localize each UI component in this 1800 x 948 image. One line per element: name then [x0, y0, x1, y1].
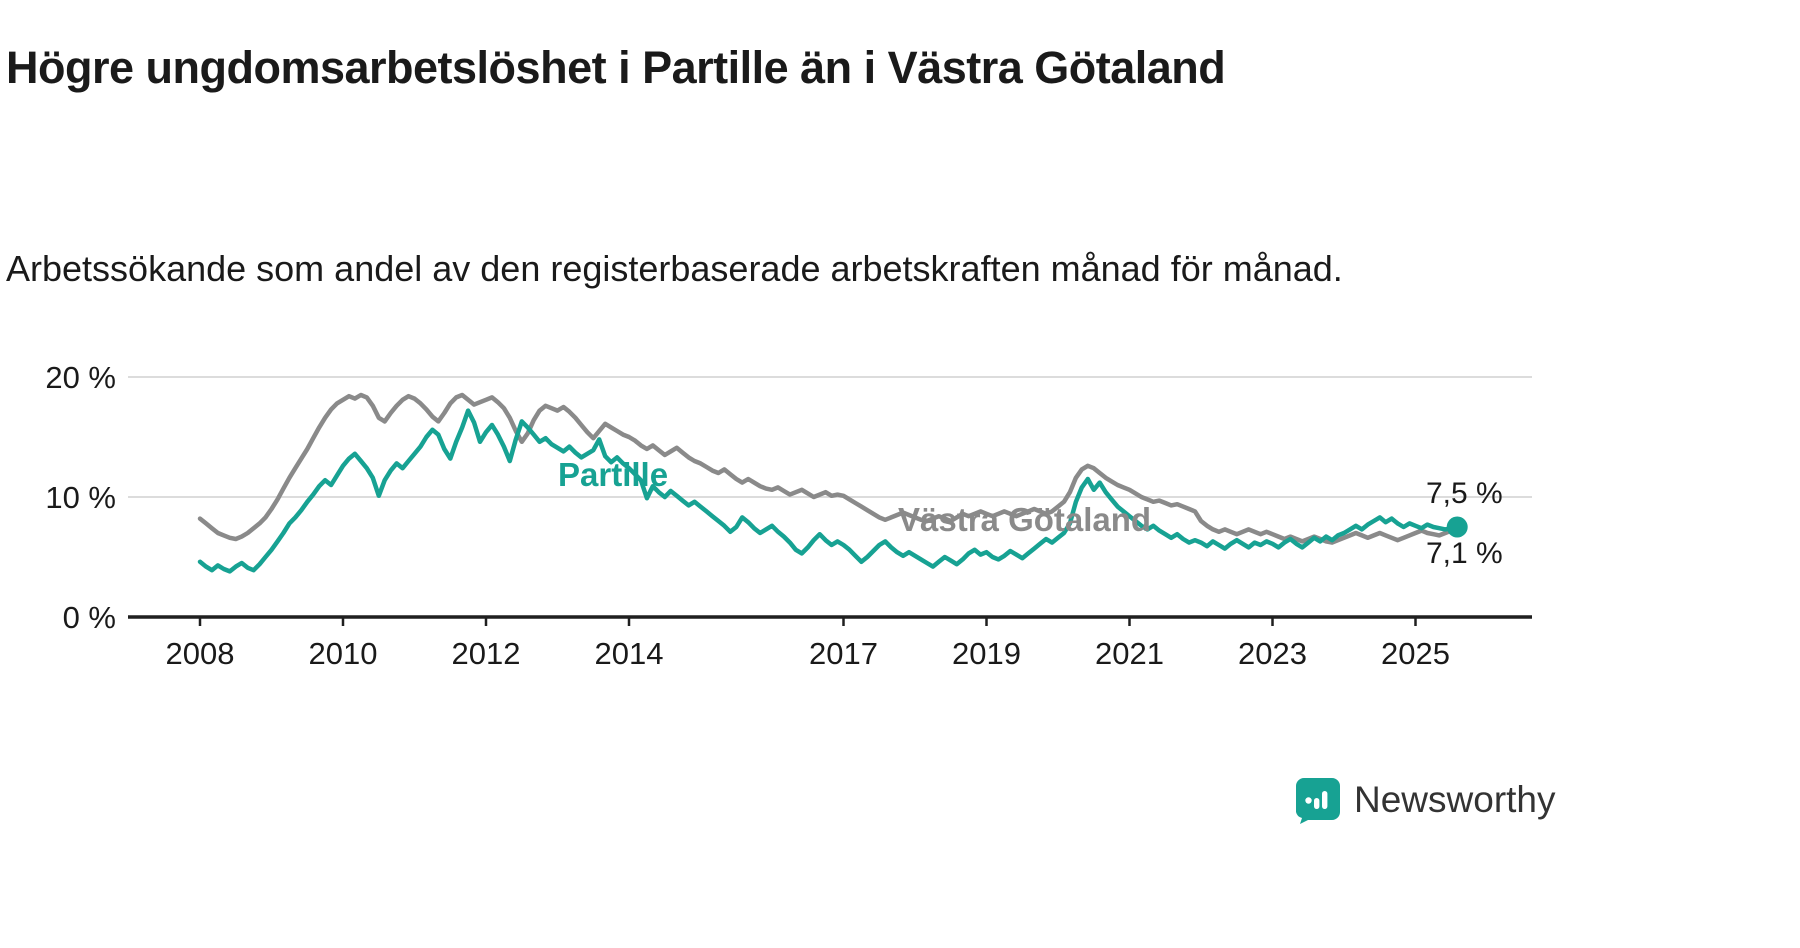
series-label-partille: Partille: [558, 456, 669, 493]
newsworthy-logo-icon: [1296, 778, 1340, 824]
end-value-label-partille: 7,5 %: [1426, 477, 1503, 510]
x-tick-label: 2023: [1238, 636, 1307, 671]
series-label-vastra-gotaland: Västra Götaland: [898, 501, 1152, 538]
x-tick-label: 2021: [1095, 636, 1164, 671]
x-tick-label: 2010: [309, 636, 378, 671]
newsworthy-logo: Newsworthy: [1294, 775, 1556, 825]
y-tick-label: 20 %: [45, 360, 116, 395]
end-value-label-vastra-gotaland: 7,1 %: [1426, 537, 1503, 570]
y-tick-label: 10 %: [45, 480, 116, 515]
series-line-vastra-gotaland: [197, 392, 1460, 545]
series-line-partille: [197, 408, 1460, 574]
y-tick-label: 0 %: [63, 600, 116, 635]
series-end-dot-partille: [1446, 516, 1468, 538]
page-title: Högre ungdomsarbetslöshet i Partille än …: [6, 42, 1226, 94]
newsworthy-logo-text: Newsworthy: [1354, 779, 1556, 820]
x-tick-label: 2019: [952, 636, 1021, 671]
x-tick-label: 2017: [809, 636, 878, 671]
x-tick-label: 2012: [452, 636, 521, 671]
x-tick-label: 2008: [166, 636, 235, 671]
x-tick-label: 2025: [1381, 636, 1450, 671]
x-tick-label: 2014: [595, 636, 664, 671]
chart-subtitle: Arbetssökande som andel av den registerb…: [6, 248, 1343, 289]
